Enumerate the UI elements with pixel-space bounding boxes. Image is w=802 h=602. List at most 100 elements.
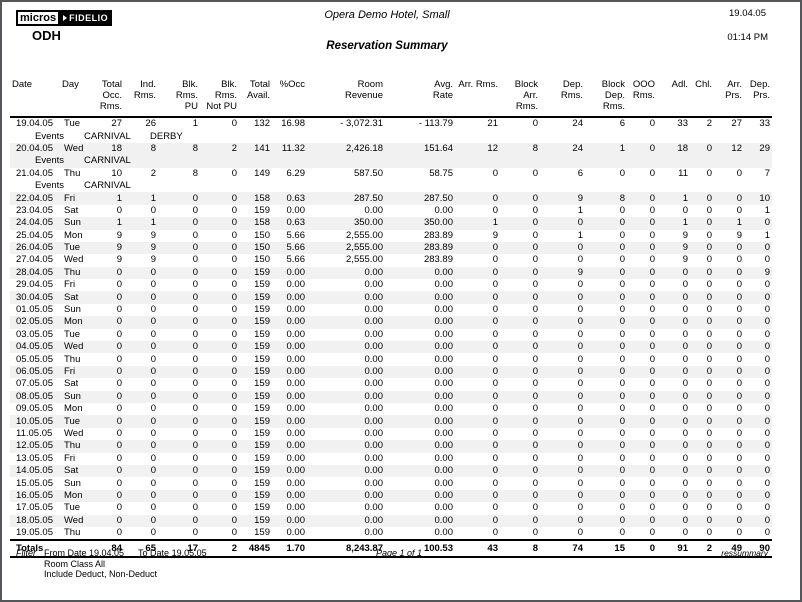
value-cell: 0 [500,489,540,503]
table-row: 08.05.05 Sun 0 0 0 0 159 0.00 0.00 0.00 0 0 0 0 0 0 0 0 0 [10,390,772,403]
value-cell: 0.00 [385,316,455,329]
value-cell: 0 [158,316,200,329]
filter-date-range: From Date 19.04.05 To Date 19.05.05 [44,548,207,559]
value-cell: 0 [124,341,158,354]
value-cell: 0 [540,415,585,428]
value-cell: 0 [532,353,538,365]
value-cell: 0 [231,477,237,489]
value-cell: 159 [254,477,270,489]
table-row: 27.04.05 Wed 9 9 0 0 150 5.66 2,555.00 283.89 0 0 0 0… [10,254,772,266]
value-cell: 0 [744,489,772,503]
value-cell: 0 [736,304,742,316]
value-cell: 16.98 [281,118,305,130]
totals-value-cell: 2 [200,539,239,559]
value-cell: 159 [239,489,272,503]
value-cell: 0 [682,527,688,539]
value-cell: 0.00 [307,440,385,453]
value-cell: 0 [627,316,657,329]
value-cell: 0 [455,316,500,329]
value-cell: 0 [736,477,742,489]
value-cell: 0 [200,415,239,428]
value-cell: 0 [736,403,742,415]
value-cell: 0 [690,390,714,403]
day-cell: Wed [60,341,86,354]
table-body: 19.04.05 Tue 27 26 1 0 132 16.98- 3,072.31- 113… [10,117,772,540]
value-cell: 141 [239,142,272,156]
value-cell: 11 [678,167,688,179]
value-cell: 9 [540,192,585,205]
value-cell: 0 [500,415,540,428]
value-cell: 0 [124,514,158,527]
value-cell: 0.00 [385,415,455,428]
value-cell: 0 [455,341,500,354]
value-cell: 0 [714,390,744,403]
value-cell: 151.64 [385,142,455,156]
value-cell: 0 [585,266,627,280]
event-name: DERBY [150,130,183,142]
value-cell: 0 [192,378,198,390]
value-cell: 159 [254,328,270,340]
value-cell: 0 [682,452,688,464]
value-cell: 0.00 [286,477,306,489]
value-cell: 0 [577,527,583,539]
value-cell: 0 [627,341,657,354]
value-cell: 0 [690,316,714,329]
value-cell: 0.00 [307,291,385,304]
value-cell: 0 [690,291,714,304]
value-cell: 0 [455,514,500,527]
value-cell: 159 [239,365,272,379]
value-cell: 0 [492,452,498,464]
table-row: 04.05.05 Wed 0 0 0 0 159 0.00 0.00 0.00 0 0 0 0 0 0 0 0 0 [10,341,772,354]
value-cell: 27 [731,118,742,130]
report-time: 01:14 PM [727,32,768,43]
value-cell: 0 [690,142,714,156]
value-cell: 0.00 [434,304,454,316]
value-cell: 0 [627,266,657,280]
value-cell: 0 [500,365,540,379]
value-cell: 0.00 [272,415,307,428]
value-cell: 0.00 [272,341,307,354]
value-cell: 0 [706,304,712,316]
value-cell: 0 [492,502,498,514]
date-cell: 20.04.05 [10,142,60,156]
value-cell: 0 [192,452,198,464]
value-cell: 0 [532,279,538,291]
date-cell: 09.05.05 [16,403,53,415]
value-cell: 0 [150,502,156,514]
value-cell: 0 [585,365,627,379]
table-header: Date Day Total Occ. Rms. Ind. Rms. Blk. Rms.… [10,78,772,118]
value-cell: 283.89 [423,229,453,241]
value-cell: 0.00 [286,304,306,316]
events-label: Events [35,155,65,167]
value-cell: 0 [736,254,742,266]
value-cell: 0 [158,291,200,304]
value-cell: 1 [455,217,500,230]
value-cell: 0 [116,279,122,291]
value-cell: 0 [492,378,498,390]
event-name: CARNIVAL [84,180,131,192]
value-cell: 2 [150,167,156,179]
day-cell: Sat [64,204,79,216]
value-cell: 0 [627,365,657,379]
totals-value-cell: 65 [124,539,158,559]
value-cell: 0 [540,291,585,304]
value-cell: 0 [619,254,625,266]
value-cell: 1 [577,229,583,241]
value-cell: 2,555.00 [346,254,383,266]
value-cell: 0.00 [385,514,455,527]
value-cell: 0.00 [434,378,454,390]
filter-to-date: To Date 19.05.05 [138,548,207,558]
value-cell: 0 [682,353,688,365]
value-cell: 0 [500,316,540,329]
value-cell: 1 [764,204,770,216]
value-cell: 0 [150,204,156,216]
value-cell: 0 [736,167,742,179]
col-header-blk_rms_pu: Blk. Rms. PU [158,78,200,118]
value-cell: 8 [192,167,198,179]
value-cell: 8 [585,192,627,205]
value-cell: 0 [124,390,158,403]
value-cell: 0 [455,464,500,478]
value-cell: 0 [682,304,688,316]
value-cell: 0 [736,427,742,439]
col-header-blk_rms_not_pu: Blk. Rms. Not PU [200,78,239,118]
